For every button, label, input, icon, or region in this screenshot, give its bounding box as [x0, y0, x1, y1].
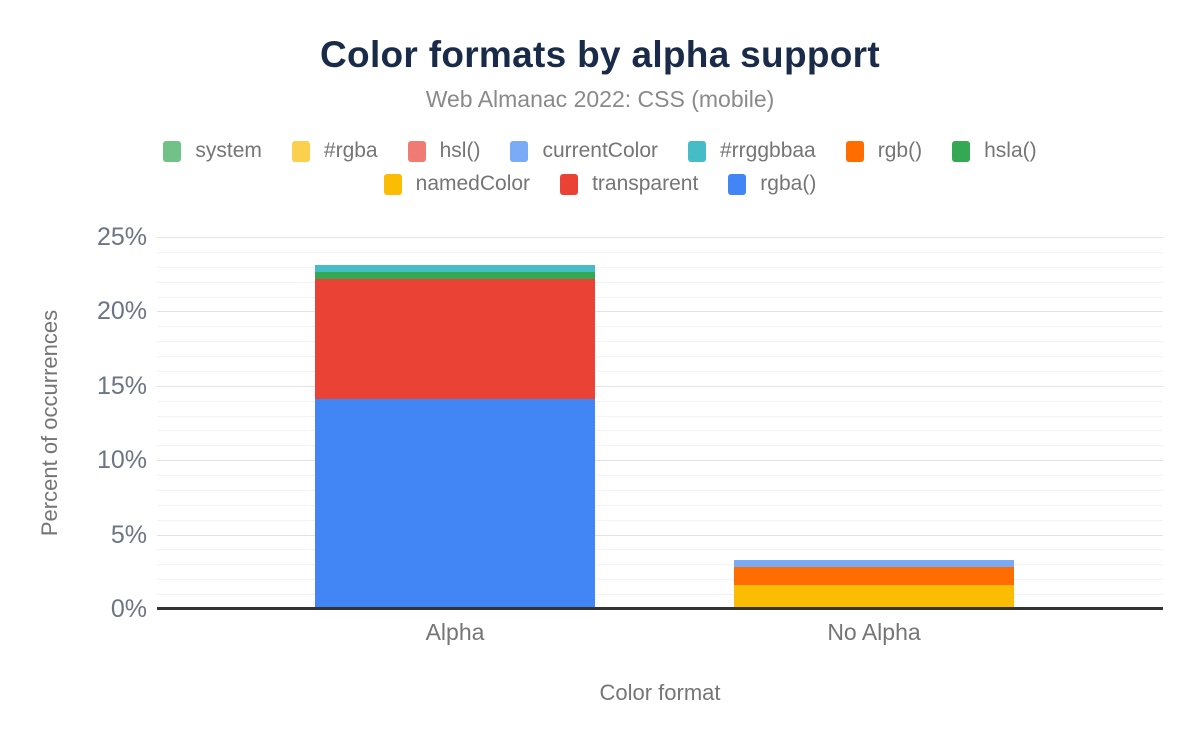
gridline — [157, 594, 1163, 596]
y-tick-label: 20% — [96, 297, 147, 326]
gridline — [157, 341, 1163, 343]
legend-swatch-icon — [688, 140, 706, 162]
gridline — [157, 400, 1163, 402]
bar-segment-hsla[interactable] — [315, 271, 595, 279]
gridline — [157, 311, 1163, 313]
x-category-label: No Alpha — [827, 619, 921, 645]
gridline — [157, 445, 1163, 447]
y-tick-label: 25% — [96, 223, 147, 251]
legend: system #rgba hsl() currentColor #rrggbbaa rgb… — [0, 139, 1200, 196]
legend-label: transparent — [592, 172, 699, 195]
legend-item-hsla[interactable]: hsla() — [952, 139, 1037, 163]
bar-segment-currentcolor[interactable] — [734, 559, 1014, 568]
gridline — [157, 251, 1163, 253]
legend-label: rgb() — [877, 139, 923, 162]
chart-title: Color formats by alpha support — [320, 34, 880, 75]
bar-alpha — [315, 237, 595, 609]
legend-swatch-icon — [163, 140, 182, 162]
legend-item-hex-rrggbbaa[interactable]: #rrggbbaa — [688, 139, 816, 163]
gridline — [157, 326, 1163, 328]
gridline — [157, 475, 1163, 477]
legend-item-hex-rgba[interactable]: #rgba — [291, 139, 378, 163]
bar-segment-hex-rrggbbaa[interactable] — [315, 265, 595, 272]
gridline — [157, 579, 1163, 581]
legend-swatch-icon — [952, 140, 971, 162]
legend-row: system #rgba hsl() currentColor #rrggbbaa rgb… — [163, 139, 1037, 163]
bar-segment-namedcolor[interactable] — [734, 585, 1014, 609]
legend-item-currentcolor[interactable]: currentColor — [510, 139, 658, 163]
gridline — [157, 237, 1163, 238]
legend-label: currentColor — [542, 139, 658, 162]
y-tick-label: 15% — [96, 371, 147, 400]
gridline — [157, 356, 1163, 358]
gridline — [157, 534, 1163, 536]
plot-area — [157, 237, 1163, 609]
gridline — [157, 504, 1163, 506]
legend-swatch-icon — [407, 140, 426, 162]
chart-subtitle: Web Almanac 2022: CSS (mobile) — [425, 86, 775, 112]
bar-segment-rgba[interactable] — [315, 399, 595, 609]
gridline — [157, 489, 1163, 491]
y-tick-label: 0% — [110, 595, 147, 623]
legend-item-rgba[interactable]: rgba() — [728, 172, 816, 196]
y-axis-ticks: 0% 5% 10% 15% 20% 25% — [0, 224, 147, 622]
legend-item-namedcolor[interactable]: namedColor — [383, 172, 531, 196]
legend-swatch-icon — [510, 140, 529, 162]
legend-swatch-icon — [560, 173, 579, 195]
gridline — [157, 430, 1163, 432]
bar-segment-rgb[interactable] — [734, 567, 1014, 586]
gridline — [157, 564, 1163, 566]
legend-item-system[interactable]: system — [163, 139, 262, 163]
gridline — [157, 385, 1163, 387]
legend-label: #rgba — [323, 139, 378, 162]
legend-item-transparent[interactable]: transparent — [560, 172, 698, 196]
legend-swatch-icon — [845, 140, 864, 162]
gridline — [157, 460, 1163, 462]
gridline — [157, 415, 1163, 417]
gridline — [157, 549, 1163, 551]
legend-label: system — [195, 139, 262, 162]
legend-label: namedColor — [415, 172, 531, 195]
gridline — [157, 281, 1163, 283]
gridline — [157, 370, 1163, 372]
bar-segment-transparent[interactable] — [315, 278, 595, 400]
legend-label: hsl() — [439, 139, 481, 162]
gridline — [157, 519, 1163, 521]
legend-item-rgb[interactable]: rgb() — [845, 139, 923, 163]
y-tick-label: 10% — [96, 446, 147, 475]
legend-swatch-icon — [291, 140, 310, 162]
x-axis-title: Color format — [599, 680, 721, 705]
legend-label: rgba() — [760, 172, 817, 195]
y-tick-label: 5% — [110, 520, 147, 549]
gridline — [157, 296, 1163, 298]
legend-label: #rrggbbaa — [720, 139, 816, 162]
legend-swatch-icon — [728, 173, 747, 195]
legend-row: namedColor transparent rgba() — [383, 172, 816, 196]
x-category-label: Alpha — [425, 619, 485, 645]
x-axis-baseline — [157, 607, 1163, 610]
bar-no-alpha — [734, 237, 1014, 609]
gridline — [157, 266, 1163, 268]
legend-swatch-icon — [383, 173, 402, 195]
legend-item-hsl[interactable]: hsl() — [407, 139, 481, 163]
legend-label: hsla() — [984, 139, 1037, 162]
